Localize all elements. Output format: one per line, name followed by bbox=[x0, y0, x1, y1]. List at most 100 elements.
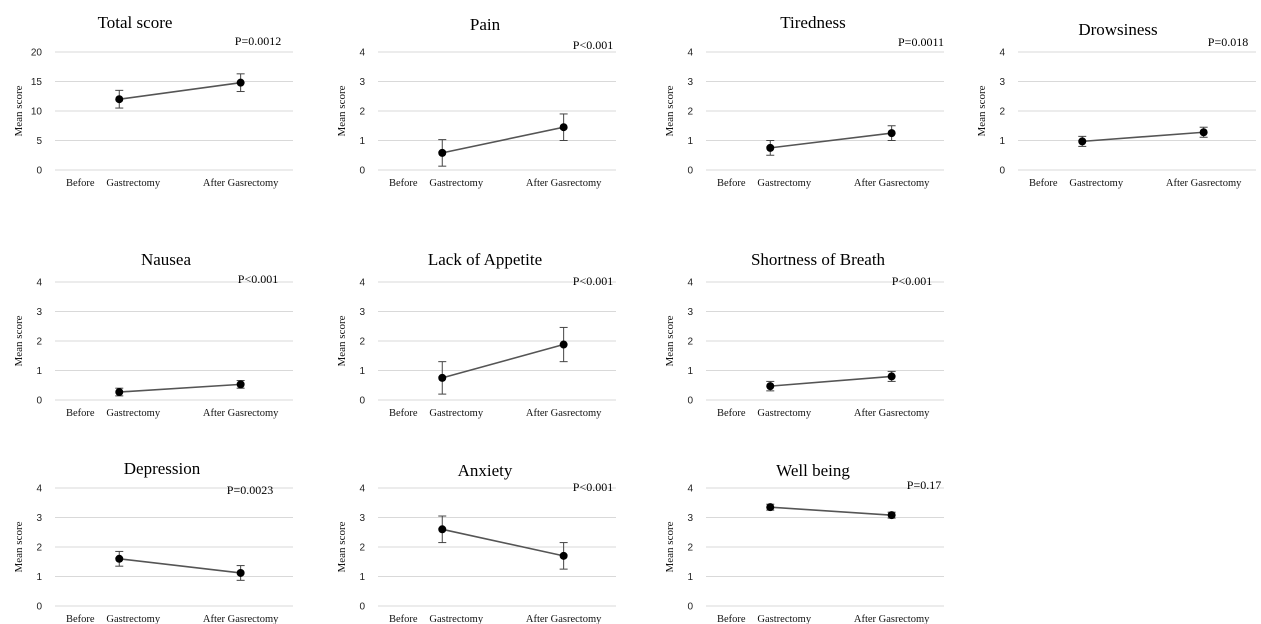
y-tick-label: 4 bbox=[999, 48, 1005, 59]
y-tick-label: 4 bbox=[36, 484, 42, 495]
y-tick-label: 2 bbox=[687, 107, 693, 118]
series-line bbox=[770, 132, 892, 149]
series-line bbox=[119, 558, 241, 574]
x-tick-label: After Gasrectomy bbox=[854, 178, 930, 189]
chart-svg: 0 1 2 3 4 Anxiety P<0.001 Mean score Before Gastr… bbox=[336, 461, 616, 624]
series-line bbox=[770, 506, 892, 516]
y-tick-label: 4 bbox=[359, 278, 365, 289]
x-tick-label: After Gasrectomy bbox=[203, 408, 279, 419]
chart-title: Anxiety bbox=[458, 461, 513, 480]
chart-title: Nausea bbox=[141, 250, 191, 269]
y-tick-label: 2 bbox=[36, 337, 42, 348]
x-tick-label: After Gasrectomy bbox=[203, 614, 279, 624]
y-tick-label: 3 bbox=[36, 307, 42, 318]
p-value-label: P=0.17 bbox=[907, 478, 941, 492]
x-tick-label: Gastrectomy bbox=[106, 408, 160, 419]
data-point bbox=[887, 129, 896, 138]
y-tick-label: 0 bbox=[36, 602, 42, 613]
chart-svg: 0 5 10 15 20 Total score P=0.0012 Mean score Bef… bbox=[13, 13, 293, 189]
y-axis-label: Mean score bbox=[13, 315, 25, 366]
y-tick-label: 3 bbox=[687, 307, 693, 318]
y-tick-label: 3 bbox=[359, 77, 365, 88]
chart-title: Total score bbox=[98, 13, 173, 32]
data-point bbox=[236, 568, 245, 577]
series-line bbox=[442, 528, 564, 557]
chart-panel: 0 1 2 3 4 Lack of Appetite P<0.001 Mean score Be… bbox=[323, 238, 621, 419]
y-tick-label: 2 bbox=[999, 107, 1005, 118]
y-tick-label: 1 bbox=[687, 136, 693, 147]
y-axis-label: Mean score bbox=[976, 85, 988, 136]
y-tick-label: 0 bbox=[359, 396, 365, 407]
y-axis-label: Mean score bbox=[664, 521, 676, 572]
data-point bbox=[766, 382, 775, 391]
chart-panel: 0 1 2 3 4 Tiredness P=0.0011 Mean score Before Ga… bbox=[651, 8, 949, 189]
x-label-before: Before bbox=[717, 178, 746, 189]
series-line bbox=[119, 81, 241, 100]
p-value-label: P=0.0012 bbox=[235, 34, 281, 48]
y-axis-label: Mean score bbox=[13, 521, 25, 572]
p-value-label: P<0.001 bbox=[573, 274, 613, 288]
x-tick-label: After Gasrectomy bbox=[526, 614, 602, 624]
x-tick-label: After Gasrectomy bbox=[854, 614, 930, 624]
x-tick-label: Gastrectomy bbox=[429, 408, 483, 419]
y-tick-label: 3 bbox=[359, 307, 365, 318]
chart-panel: 0 1 2 3 4 Nausea P<0.001 Mean score Before Gastre… bbox=[0, 238, 298, 419]
chart-title: Lack of Appetite bbox=[428, 250, 542, 269]
chart-svg: 0 1 2 3 4 Shortness of Breath P<0.001 Mean scor… bbox=[664, 250, 944, 419]
x-tick-label: Gastrectomy bbox=[757, 614, 811, 624]
chart-svg: 0 1 2 3 4 Nausea P<0.001 Mean score Before Gastre… bbox=[13, 250, 293, 419]
y-tick-label: 1 bbox=[359, 136, 365, 147]
y-tick-label: 2 bbox=[359, 543, 365, 554]
data-point bbox=[115, 388, 124, 397]
y-tick-label: 0 bbox=[687, 166, 693, 177]
series-line bbox=[119, 383, 241, 393]
chart-panel: 0 1 2 3 4 Anxiety P<0.001 Mean score Before Gastr… bbox=[323, 444, 621, 624]
y-tick-label: 2 bbox=[359, 107, 365, 118]
p-value-label: P<0.001 bbox=[892, 274, 932, 288]
chart-title: Well being bbox=[776, 461, 850, 480]
chart-svg: 0 1 2 3 4 Drowsiness P=0.018 Mean score Before Ga… bbox=[976, 20, 1256, 189]
data-point bbox=[559, 340, 568, 349]
series-line bbox=[1082, 131, 1204, 143]
p-value-label: P<0.001 bbox=[573, 480, 613, 494]
y-tick-label: 4 bbox=[687, 484, 693, 495]
y-tick-label: 0 bbox=[359, 166, 365, 177]
y-tick-label: 3 bbox=[687, 77, 693, 88]
p-value-label: P<0.001 bbox=[238, 272, 278, 286]
y-tick-label: 0 bbox=[36, 396, 42, 407]
y-axis-label: Mean score bbox=[664, 315, 676, 366]
x-label-before: Before bbox=[389, 178, 418, 189]
data-point bbox=[559, 551, 568, 560]
x-label-before: Before bbox=[66, 614, 95, 624]
y-axis-label: Mean score bbox=[336, 85, 348, 136]
data-point bbox=[1078, 137, 1087, 146]
chart-svg: 0 1 2 3 4 Pain P<0.001 Mean score Before Gastrect… bbox=[336, 15, 616, 189]
data-point bbox=[115, 554, 124, 563]
y-tick-label: 4 bbox=[359, 48, 365, 59]
data-point bbox=[887, 372, 896, 381]
series-line bbox=[442, 343, 564, 379]
y-tick-label: 1 bbox=[687, 366, 693, 377]
p-value-label: P=0.0023 bbox=[227, 483, 273, 497]
x-label-before: Before bbox=[1029, 178, 1058, 189]
x-label-before: Before bbox=[717, 614, 746, 624]
y-tick-label: 2 bbox=[359, 337, 365, 348]
y-tick-label: 5 bbox=[36, 136, 42, 147]
x-label-before: Before bbox=[389, 408, 418, 419]
chart-svg: 0 1 2 3 4 Well being P=0.17 Mean score Before Gas… bbox=[664, 461, 944, 624]
y-tick-label: 1 bbox=[36, 366, 42, 377]
y-tick-label: 3 bbox=[359, 513, 365, 524]
y-tick-label: 0 bbox=[359, 602, 365, 613]
p-value-label: P<0.001 bbox=[573, 38, 613, 52]
chart-panel: 0 1 2 3 4 Drowsiness P=0.018 Mean score Before Ga… bbox=[963, 8, 1261, 189]
x-tick-label: After Gasrectomy bbox=[854, 408, 930, 419]
x-tick-label: Gastrectomy bbox=[757, 408, 811, 419]
chart-svg: 0 1 2 3 4 Depression P=0.0023 Mean score Before G… bbox=[13, 459, 293, 624]
y-tick-label: 0 bbox=[999, 166, 1005, 177]
x-tick-label: After Gasrectomy bbox=[1166, 178, 1242, 189]
chart-panel: 0 1 2 3 4 Depression P=0.0023 Mean score Before G… bbox=[0, 444, 298, 624]
y-tick-label: 1 bbox=[687, 572, 693, 583]
x-label-before: Before bbox=[717, 408, 746, 419]
x-tick-label: After Gasrectomy bbox=[526, 408, 602, 419]
